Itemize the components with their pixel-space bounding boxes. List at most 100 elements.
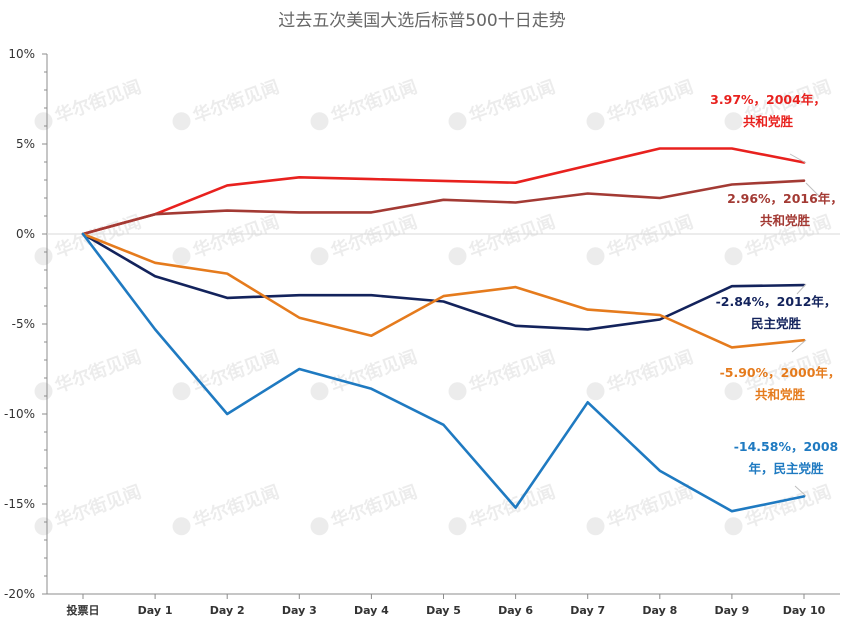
- x-tick-label: Day 1: [138, 604, 173, 617]
- watermark: 华尔街见闻: [310, 76, 420, 131]
- watermark-text: 华尔街见闻: [190, 481, 282, 532]
- series-label-line: 共和党胜: [743, 114, 794, 129]
- series-label-4: -14.58%，2008 年，民主党胜: [734, 439, 839, 497]
- series-label-line: 民主党胜: [751, 316, 802, 331]
- watermark-text: 华尔街见闻: [466, 211, 558, 262]
- watermark-text: 华尔街见闻: [466, 481, 558, 532]
- watermark-logo-icon: [172, 517, 191, 536]
- watermark-logo-icon: [310, 382, 329, 401]
- watermark-logo-icon: [586, 382, 605, 401]
- series-line-0: [81, 147, 806, 236]
- watermark: 华尔街见闻: [34, 76, 144, 131]
- series-layer: [81, 147, 806, 513]
- watermark-logo-icon: [448, 382, 467, 401]
- series-label-0: 3.97%，2004年， 共和党胜: [710, 92, 826, 164]
- watermark-logo-icon: [724, 247, 743, 266]
- watermark-logo-icon: [34, 247, 53, 266]
- series-line-4: [81, 232, 806, 513]
- y-tick-label: -5%: [12, 317, 35, 331]
- y-tick-label: -20%: [4, 587, 35, 601]
- watermark: 华尔街见闻: [448, 211, 558, 266]
- series-label-line: 3.97%，2004年，: [710, 92, 826, 107]
- y-tick-label: -15%: [4, 497, 35, 511]
- axes: 10% 5% 0% -5% -10% -15% -20% 投票日 Day 1 Day 2 Day 3…: [4, 47, 840, 617]
- watermark-logo-icon: [34, 382, 53, 401]
- watermark: 华尔街见闻: [172, 211, 282, 266]
- watermark: 华尔街见闻: [310, 481, 420, 536]
- watermark-logo-icon: [724, 382, 743, 401]
- series-label-line: 共和党胜: [755, 387, 806, 402]
- label-leader-line: [805, 182, 820, 197]
- watermark-logo-icon: [172, 112, 191, 131]
- watermark-logo-icon: [310, 112, 329, 131]
- watermark: 华尔街见闻: [448, 346, 558, 401]
- watermark: 华尔街见闻: [172, 346, 282, 401]
- watermark-logo-icon: [448, 112, 467, 131]
- watermark-logo-icon: [34, 112, 53, 131]
- x-tick-label: Day 8: [642, 604, 677, 617]
- x-tick-label: Day 9: [714, 604, 749, 617]
- series-label-line: -2.84%，2012年，: [716, 294, 837, 309]
- series-line-1: [81, 179, 806, 236]
- watermark-logo-icon: [586, 112, 605, 131]
- watermark: 华尔街见闻: [586, 481, 696, 536]
- watermark-text: 华尔街见闻: [604, 346, 696, 397]
- watermark-text: 华尔街见闻: [328, 76, 420, 127]
- watermark: 华尔街见闻: [172, 76, 282, 131]
- x-tick-label: Day 10: [783, 604, 826, 617]
- watermark-text: 华尔街见闻: [466, 76, 558, 127]
- watermark-logo-icon: [586, 517, 605, 536]
- watermark-text: 华尔街见闻: [190, 76, 282, 127]
- x-tick-label: Day 2: [210, 604, 245, 617]
- watermark: 华尔街见闻: [586, 76, 696, 131]
- y-tick-label: 0%: [16, 227, 35, 241]
- x-tick-label: Day 4: [354, 604, 389, 617]
- watermark: 华尔街见闻: [448, 481, 558, 536]
- watermark-text: 华尔街见闻: [328, 481, 420, 532]
- series-label-line: 2.96%，2016年，: [727, 191, 843, 206]
- watermark: 华尔街见闻: [34, 481, 144, 536]
- y-tick-label: 5%: [16, 137, 35, 151]
- watermark-logo-icon: [34, 517, 53, 536]
- x-tick-label: 投票日: [67, 603, 100, 617]
- series-label-line: -5.90%，2000年，: [720, 365, 841, 380]
- watermark-text: 华尔街见闻: [52, 481, 144, 532]
- series-label-3: -5.90%，2000年， 共和党胜: [720, 339, 841, 402]
- label-leader-line: [794, 485, 807, 497]
- label-leader-line: [791, 339, 807, 353]
- x-tick-label: Day 5: [426, 604, 461, 617]
- series-label-line: 年，民主党胜: [748, 461, 824, 476]
- watermark-text: 华尔街见闻: [604, 481, 696, 532]
- watermark-text: 华尔街见闻: [190, 211, 282, 262]
- watermark-logo-icon: [310, 247, 329, 266]
- series-label-line: -14.58%，2008: [734, 439, 839, 454]
- watermark-logo-icon: [724, 517, 743, 536]
- annotations-layer: 3.97%，2004年， 共和党胜 2.96%，2016年， 共和党胜 -2.84%，2…: [710, 92, 843, 497]
- label-leader-line: [796, 283, 807, 295]
- x-tick-label: Day 6: [498, 604, 533, 617]
- watermark: 华尔街见闻: [310, 211, 420, 266]
- x-tick-label: Day 7: [570, 604, 605, 617]
- label-leader-line: [789, 153, 807, 164]
- watermark-text: 华尔街见闻: [604, 211, 696, 262]
- watermark-logo-icon: [448, 517, 467, 536]
- watermark-text: 华尔街见闻: [52, 346, 144, 397]
- series-label-line: 共和党胜: [760, 213, 811, 228]
- watermark-text: 华尔街见闻: [604, 76, 696, 127]
- watermark: 华尔街见闻: [448, 76, 558, 131]
- watermark-logo-icon: [586, 247, 605, 266]
- x-tick-label: Day 3: [282, 604, 317, 617]
- watermark-logo-icon: [172, 382, 191, 401]
- series-label-1: 2.96%，2016年， 共和党胜: [727, 182, 843, 228]
- y-tick-label: 10%: [8, 47, 35, 61]
- watermark: 华尔街见闻: [172, 481, 282, 536]
- watermark-text: 华尔街见闻: [328, 211, 420, 262]
- series-line-2: [81, 232, 806, 331]
- y-tick-label: -10%: [4, 407, 35, 421]
- chart-title: 过去五次美国大选后标普500十日走势: [278, 11, 565, 31]
- watermark-logo-icon: [172, 247, 191, 266]
- watermark-logo-icon: [724, 112, 743, 131]
